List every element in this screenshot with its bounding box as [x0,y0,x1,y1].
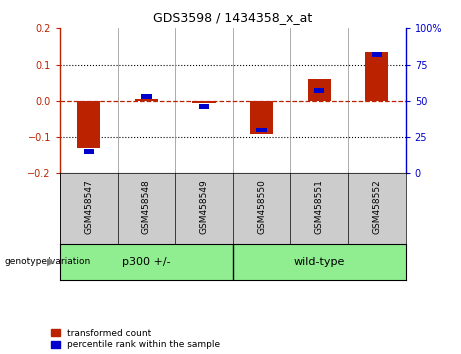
Bar [141,94,152,99]
Bar [308,79,331,101]
Text: GSM458547: GSM458547 [84,179,93,234]
Bar [193,101,216,103]
Bar [77,101,100,148]
Text: GSM458551: GSM458551 [315,179,324,234]
Text: ▶: ▶ [47,257,54,267]
Text: GSM458550: GSM458550 [257,179,266,234]
Bar [256,127,267,132]
Bar [199,104,209,109]
Text: p300 +/-: p300 +/- [122,257,171,267]
Text: genotype/variation: genotype/variation [5,257,91,267]
Legend: transformed count, percentile rank within the sample: transformed count, percentile rank withi… [51,329,220,349]
Bar [250,101,273,133]
Title: GDS3598 / 1434358_x_at: GDS3598 / 1434358_x_at [153,11,313,24]
Bar [372,52,382,57]
Text: GSM458548: GSM458548 [142,179,151,234]
Text: GSM458552: GSM458552 [372,179,381,234]
Bar [365,52,388,101]
Text: GSM458549: GSM458549 [200,179,208,234]
Text: wild-type: wild-type [294,257,345,267]
Bar [83,149,94,154]
Bar [314,88,325,93]
Bar [135,99,158,101]
